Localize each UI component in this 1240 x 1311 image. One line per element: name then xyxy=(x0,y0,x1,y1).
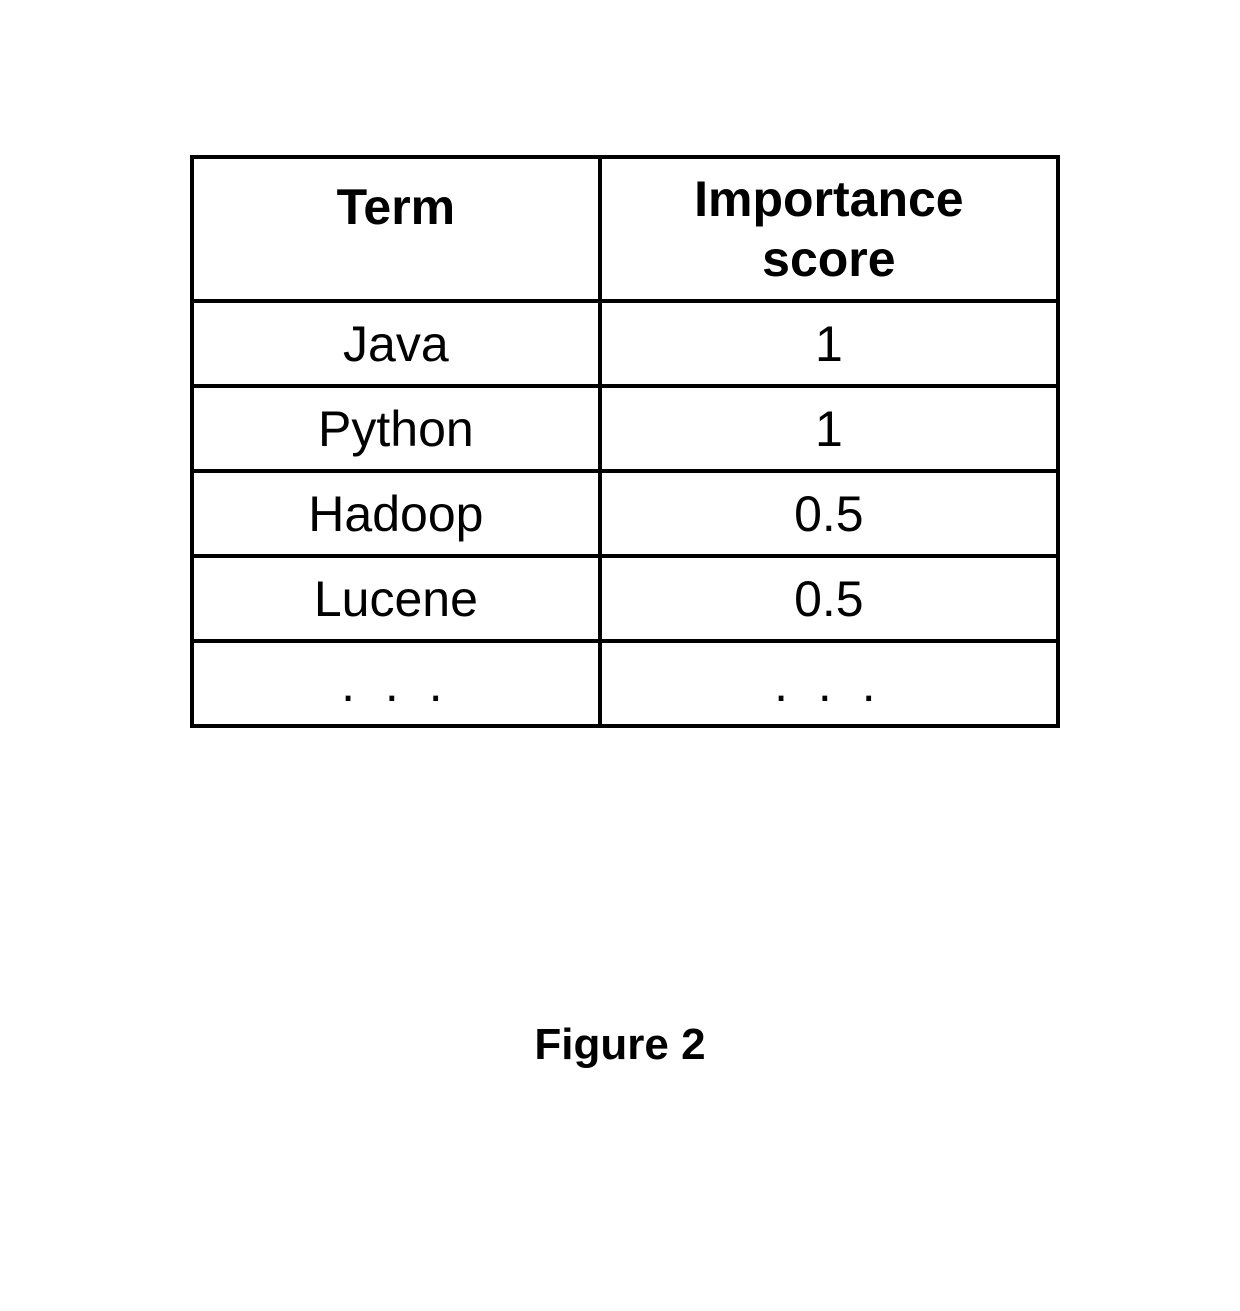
term-importance-table-container: Term Importance score Java 1 Python 1 Ha… xyxy=(190,155,1060,728)
cell-score: 0.5 xyxy=(600,556,1058,641)
cell-term: Java xyxy=(192,301,600,386)
column-header-score: Importance score xyxy=(600,157,1058,301)
figure-caption: Figure 2 xyxy=(0,1020,1240,1070)
cell-score: 1 xyxy=(600,301,1058,386)
table-row: . . . . . . xyxy=(192,641,1058,726)
table-header-row: Term Importance score xyxy=(192,157,1058,301)
table-row: Java 1 xyxy=(192,301,1058,386)
cell-term: Hadoop xyxy=(192,471,600,556)
cell-term-ellipsis: . . . xyxy=(192,641,600,726)
cell-term: Lucene xyxy=(192,556,600,641)
cell-term: Python xyxy=(192,386,600,471)
cell-score: 0.5 xyxy=(600,471,1058,556)
cell-score-ellipsis: . . . xyxy=(600,641,1058,726)
term-importance-table: Term Importance score Java 1 Python 1 Ha… xyxy=(190,155,1060,728)
table-row: Lucene 0.5 xyxy=(192,556,1058,641)
table-row: Python 1 xyxy=(192,386,1058,471)
cell-score: 1 xyxy=(600,386,1058,471)
table-row: Hadoop 0.5 xyxy=(192,471,1058,556)
column-header-term: Term xyxy=(192,157,600,301)
